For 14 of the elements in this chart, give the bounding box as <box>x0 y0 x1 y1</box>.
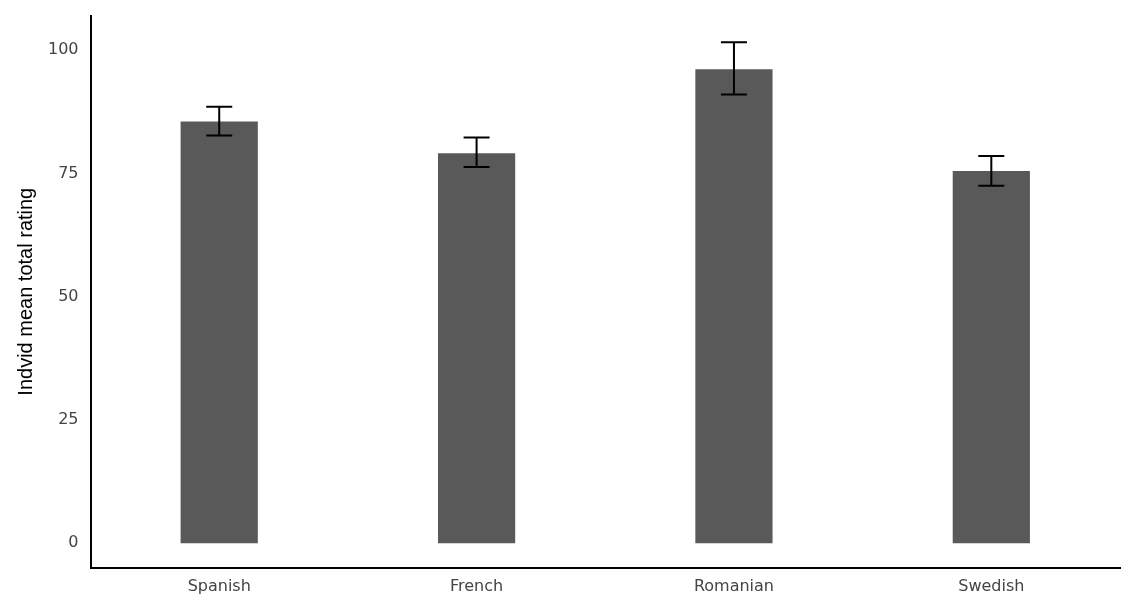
y-tick-label: 75 <box>58 162 79 182</box>
y-tick-label: 100 <box>47 39 79 59</box>
bar <box>437 153 516 544</box>
x-tick-label: Spanish <box>187 575 251 595</box>
bar <box>695 69 773 544</box>
x-tick-label: French <box>449 575 504 595</box>
y-tick-label: 25 <box>58 409 79 429</box>
y-tick-label: 0 <box>68 532 79 552</box>
bar <box>180 121 258 544</box>
x-tick-label: Swedish <box>958 575 1025 595</box>
bar <box>952 170 1030 544</box>
y-axis-title: Indvid mean total rating <box>13 187 36 396</box>
x-tick-label: Romanian <box>693 575 775 595</box>
y-tick-label: 50 <box>58 285 79 305</box>
